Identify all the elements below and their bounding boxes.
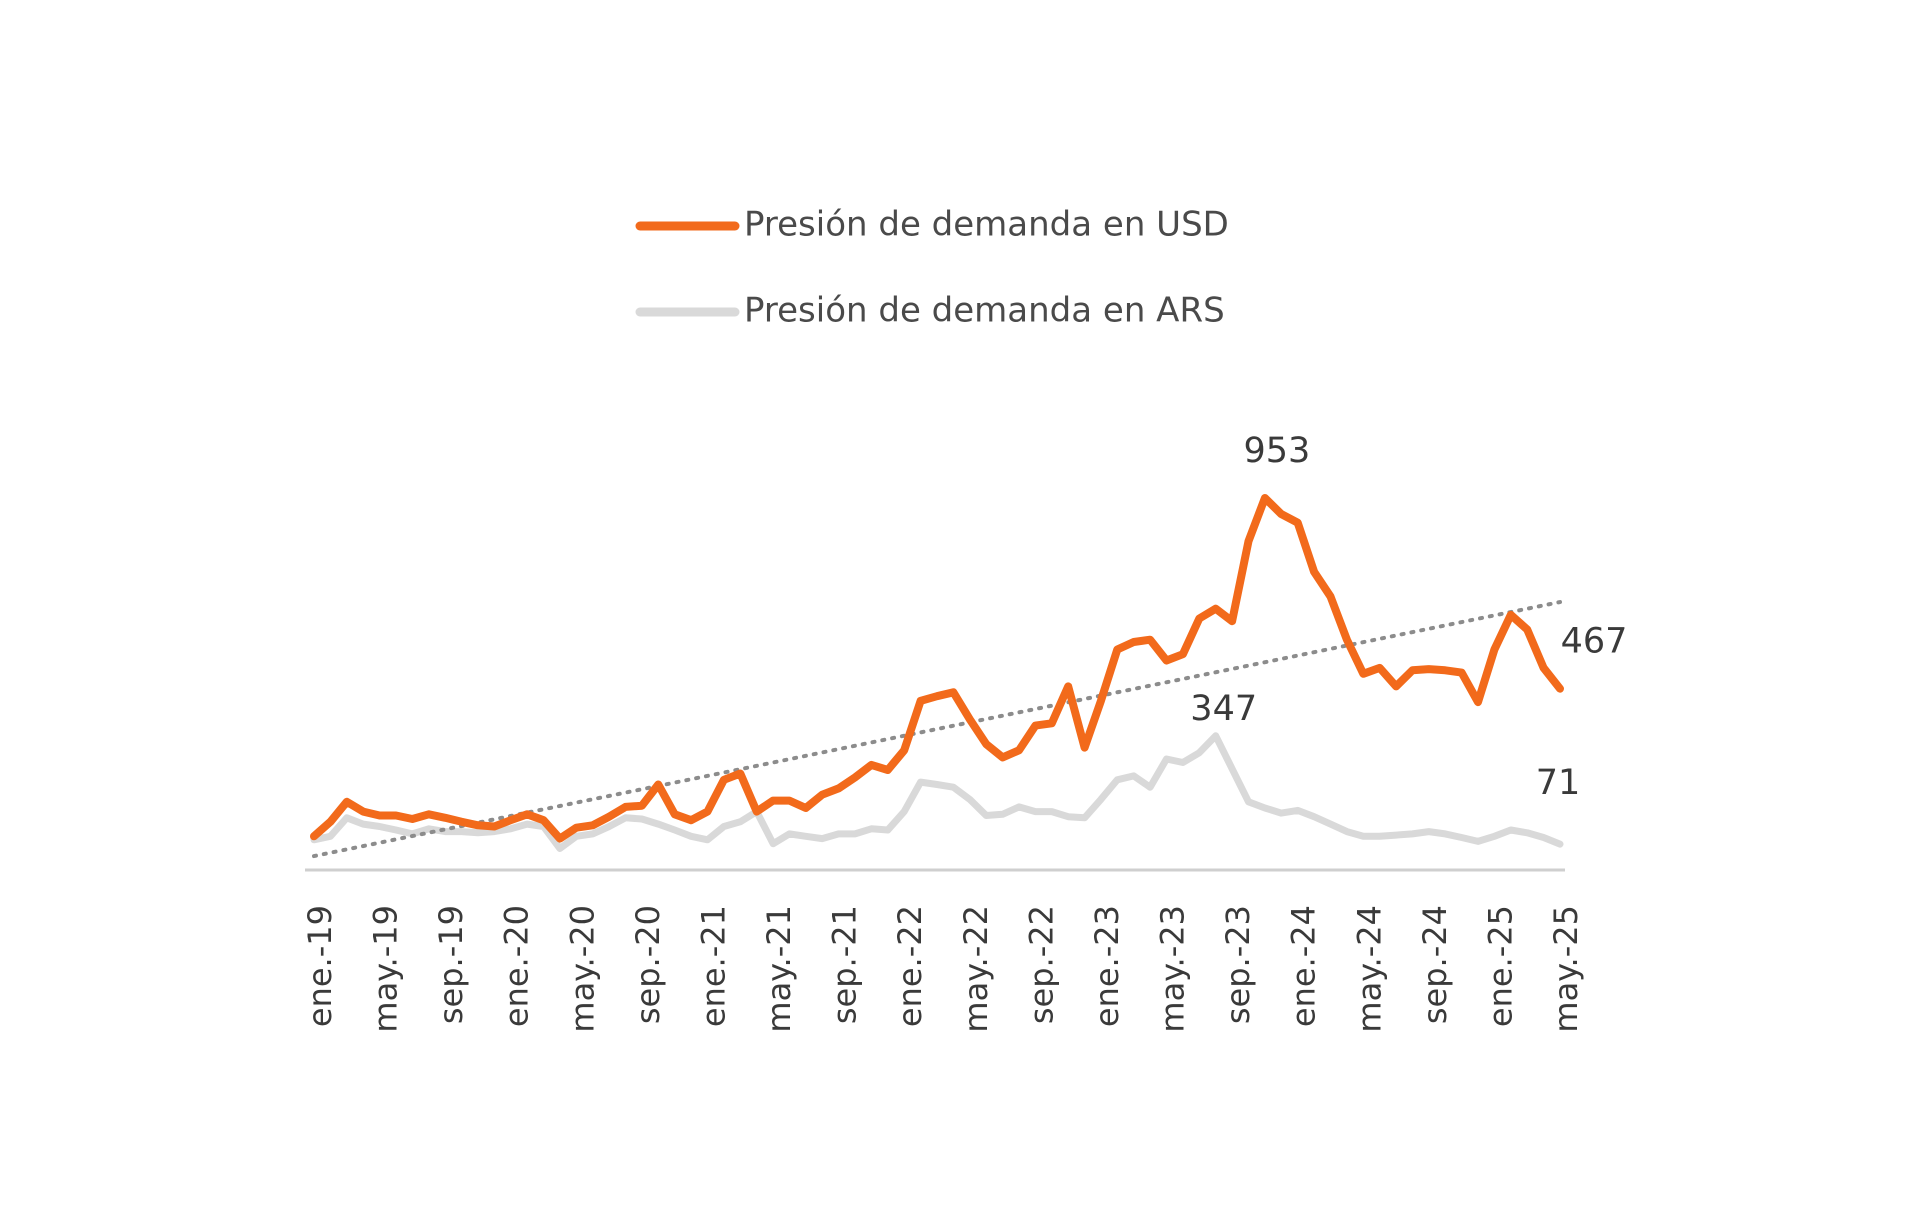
x-tick-label: sep.-20 xyxy=(629,905,667,1024)
x-tick-label: may.-23 xyxy=(1154,905,1192,1033)
x-tick-label: sep.-23 xyxy=(1219,905,1257,1024)
data-label: 347 xyxy=(1190,689,1257,729)
data-label: 71 xyxy=(1536,763,1581,803)
plot-area: ene.-19 may.-19 sep.-19 ene.-20 may.-20 sep.-… xyxy=(301,431,1627,1033)
x-tick-label: may.-20 xyxy=(563,905,601,1033)
x-tick-label: may.-21 xyxy=(760,905,798,1033)
x-tick-label: sep.-19 xyxy=(432,905,470,1024)
trendline xyxy=(312,600,1562,859)
x-tick-label: ene.-23 xyxy=(1088,905,1126,1027)
legend-label: Presión de demanda en ARS xyxy=(744,291,1225,331)
x-tick-label: ene.-22 xyxy=(891,905,929,1027)
x-tick-label: may.-25 xyxy=(1547,905,1585,1033)
x-tick-label: ene.-25 xyxy=(1481,905,1519,1027)
x-tick-label: sep.-21 xyxy=(826,905,864,1024)
legend: Presión de demanda en USD Presión de dema… xyxy=(635,205,1229,331)
x-tick-label: sep.-24 xyxy=(1416,905,1454,1024)
x-tick-label: may.-19 xyxy=(367,905,405,1033)
legend-label: Presión de demanda en USD xyxy=(744,205,1229,245)
x-tick-label: ene.-21 xyxy=(694,905,732,1027)
x-tick-label: ene.-24 xyxy=(1285,905,1323,1027)
series-line xyxy=(310,732,1564,852)
x-tick-label: sep.-22 xyxy=(1022,905,1060,1024)
x-tick-label: ene.-19 xyxy=(301,905,339,1027)
x-tick-label: ene.-20 xyxy=(498,905,536,1027)
data-label: 953 xyxy=(1243,431,1310,471)
series-line xyxy=(310,494,1564,843)
x-tick-label: may.-22 xyxy=(957,905,995,1033)
x-tick-label: may.-24 xyxy=(1350,905,1388,1033)
data-label: 467 xyxy=(1561,622,1628,662)
